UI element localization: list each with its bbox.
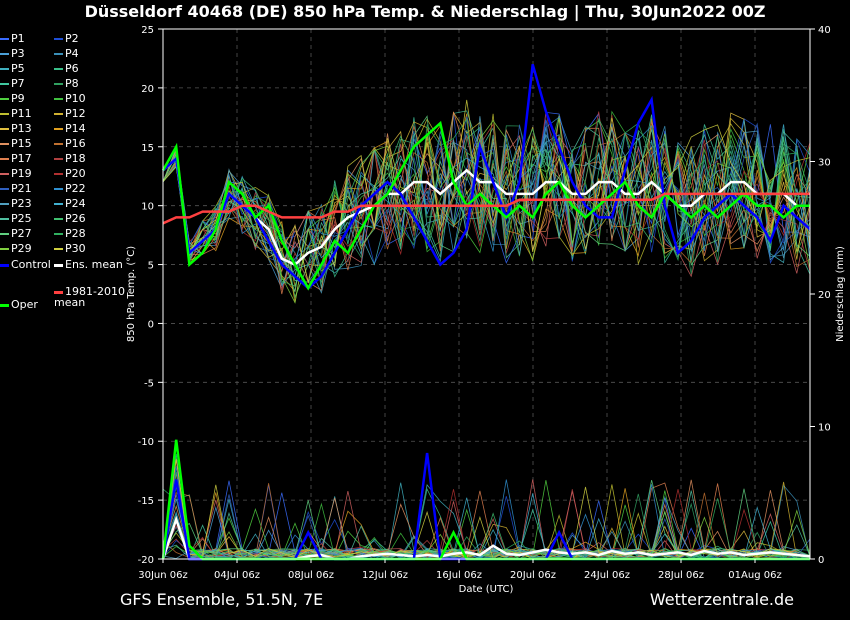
legend-item-p21: P21	[0, 182, 32, 196]
y-tick-label: -5	[144, 378, 154, 389]
model-info: GFS Ensemble, 51.5N, 7E	[120, 590, 324, 609]
x-tick-label: 08Jul 06z	[288, 570, 334, 581]
x-tick-label: 28Jul 06z	[658, 570, 704, 581]
member-line-p27	[162, 115, 811, 292]
member-line-p24	[162, 119, 811, 276]
legend-item-p26: P26	[54, 212, 86, 226]
y2-tick-label: 40	[818, 25, 831, 36]
legend-item-p29: P29	[0, 242, 32, 256]
grid	[162, 28, 810, 560]
y-tick-label: 5	[148, 261, 154, 272]
legend-item-p13: P13	[0, 122, 32, 136]
legend-item-p6: P6	[54, 62, 79, 76]
x-axis-label: Date (UTC)	[459, 584, 514, 595]
legend-item-p3: P3	[0, 47, 25, 61]
member-precip-p29	[162, 509, 811, 560]
x-tick-label: 01Aug 06z	[728, 570, 781, 581]
legend-item-p27: P27	[0, 227, 32, 241]
legend-item-1981-2010-mean: 1981-2010 mean	[54, 285, 125, 309]
legend-item-p23: P23	[0, 197, 32, 211]
y2-axis-label: Niederschlag (mm)	[835, 246, 846, 342]
member-line-p21	[162, 116, 811, 270]
legend-item-p8: P8	[54, 77, 79, 91]
x-tick-label: 20Jul 06z	[510, 570, 556, 581]
y2-axis-ticks: 40 30 20 10 0	[810, 25, 831, 566]
legend-item-p17: P17	[0, 152, 32, 166]
y-tick-label: -15	[138, 496, 154, 507]
member-line-p12	[162, 111, 811, 293]
legend-item-p30: P30	[54, 242, 86, 256]
legend-item-oper: Oper	[0, 298, 38, 312]
y-tick-label: 0	[148, 319, 154, 330]
series-control-temp	[162, 63, 811, 290]
legend-item-p20: P20	[54, 167, 86, 181]
site-credit: Wetterzentrale.de	[649, 590, 794, 609]
y-axis-ticks: 25 20 15 10 5 0 -5 -10 -15 -20	[138, 25, 163, 566]
series-1981-2010-mean-temp	[162, 192, 810, 225]
legend-item-p24: P24	[54, 197, 86, 211]
legend-item-p10: P10	[54, 92, 86, 106]
legend-item-p9: P9	[0, 92, 25, 106]
y2-tick-label: 10	[818, 423, 831, 434]
legend-item-p1: P1	[0, 32, 25, 46]
x-tick-label: 24Jul 06z	[584, 570, 630, 581]
member-precip-p30	[162, 458, 811, 560]
y-tick-label: 15	[141, 143, 154, 154]
y-tick-label: 25	[141, 25, 154, 36]
x-axis-ticks: 30Jun 06z 04Jul 06z 08Jul 06z 12Jul 06z 16Ju…	[138, 559, 782, 581]
x-tick-label: 12Jul 06z	[362, 570, 408, 581]
y2-tick-label: 30	[818, 158, 831, 169]
member-line-p22	[162, 116, 811, 266]
chart-title: Düsseldorf 40468 (DE) 850 hPa Temp. & Ni…	[84, 2, 766, 21]
legend-item-p12: P12	[54, 107, 86, 121]
legend-item-p2: P2	[54, 32, 79, 46]
legend-item-p11: P11	[0, 107, 32, 121]
member-line-p15	[162, 116, 811, 291]
legend-item-p28: P28	[54, 227, 86, 241]
y-tick-label: 10	[141, 202, 154, 213]
legend-item-p7: P7	[0, 77, 25, 91]
legend-item-p19: P19	[0, 167, 32, 181]
legend-item-ens-mean: Ens. mean	[54, 258, 123, 272]
legend-item-p18: P18	[54, 152, 86, 166]
y-tick-label: -10	[138, 437, 154, 448]
x-tick-label: 16Jul 06z	[436, 570, 482, 581]
legend-item-p22: P22	[54, 182, 86, 196]
x-tick-label: 30Jun 06z	[138, 570, 188, 581]
legend-item-control: Control	[0, 258, 51, 272]
legend-item-p16: P16	[54, 137, 86, 151]
legend-item-p14: P14	[54, 122, 86, 136]
member-line-p9	[162, 120, 811, 281]
legend-item-p15: P15	[0, 137, 32, 151]
member-precip-p28	[162, 471, 811, 559]
y-tick-label: -20	[138, 555, 154, 566]
series-ens-mean-temp	[162, 156, 810, 267]
member-line-p18	[162, 111, 811, 281]
y2-tick-label: 20	[818, 290, 831, 301]
legend-item-p25: P25	[0, 212, 32, 226]
x-tick-label: 04Jul 06z	[214, 570, 260, 581]
ensemble-members	[162, 99, 811, 560]
y-tick-label: 20	[141, 84, 154, 95]
y-axis-label: 850 hPa Temp. (°C)	[126, 246, 137, 342]
legend-item-p4: P4	[54, 47, 79, 61]
plot-frame	[162, 28, 811, 560]
legend-item-p5: P5	[0, 62, 25, 76]
y2-tick-label: 0	[818, 555, 824, 566]
